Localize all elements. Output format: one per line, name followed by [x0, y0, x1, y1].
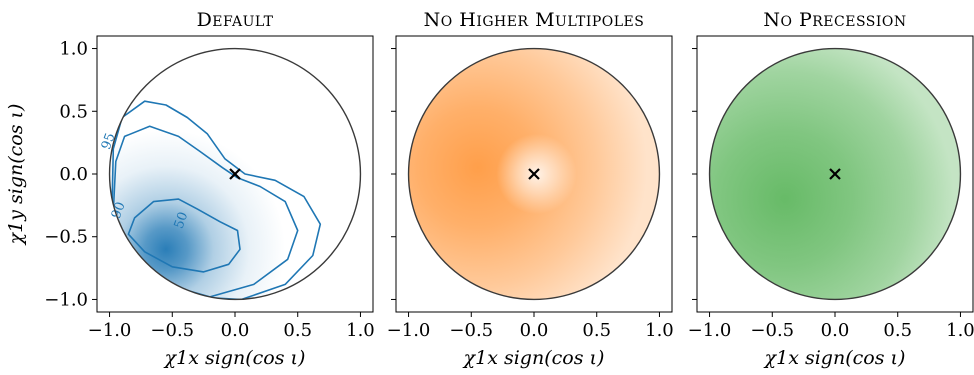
x-tick-label: 0.0 [221, 320, 250, 341]
x-axis-label: χ1x sign(cos ι) [763, 347, 906, 369]
x-tick-label: −0.5 [750, 320, 794, 341]
x-tick-label: −1.0 [387, 320, 431, 341]
y-tick-label: 0.5 [59, 101, 88, 122]
x-tick-label: −1.0 [688, 320, 732, 341]
y-tick-label: −1.0 [44, 289, 88, 310]
panel-title: NO PRECESSION [763, 9, 906, 31]
contour-label-95: 95 [99, 131, 119, 152]
x-tick-label: 1.0 [346, 320, 375, 341]
injection-marker [229, 168, 241, 180]
unit-circle [708, 47, 962, 301]
y-tick-label: 1.0 [59, 39, 88, 60]
unit-circle [407, 47, 661, 301]
contour-label-50: 50 [172, 210, 192, 231]
x-axis-label: χ1x sign(cos ι) [462, 347, 605, 369]
y-axis-label: χ1y sign(cos ι) [5, 104, 27, 247]
contour-50 [127, 198, 241, 273]
panel-3: −1.0 −0.5 0.0 0.5 1.0 NO PRECESSION χ1x sign(c… [688, 9, 974, 369]
y-tick-label: −0.5 [44, 227, 88, 248]
x-tick-label: 1.0 [946, 320, 974, 341]
x-axis-label: χ1x sign(cos ι) [163, 347, 306, 369]
injection-marker [829, 168, 841, 180]
x-tick-label: 0.0 [520, 320, 549, 341]
unit-circle [108, 47, 362, 301]
x-tick-label: 1.0 [645, 320, 674, 341]
x-tick-label: 0.5 [582, 320, 611, 341]
x-tick-label: 0.5 [283, 320, 312, 341]
panel-title: DEFAULT [197, 9, 274, 31]
panel-2: −1.0 −0.5 0.0 0.5 1.0 NO HIGHER MULTIPOLES χ1x… [387, 9, 674, 369]
x-tick-label: 0.0 [821, 320, 850, 341]
panel-title: NO HIGHER MULTIPOLES [424, 9, 645, 31]
x-tick-label: 0.5 [883, 320, 912, 341]
injection-marker [528, 168, 540, 180]
x-tick-label: −0.5 [150, 320, 194, 341]
y-tick-label: 0.0 [59, 164, 88, 185]
density-centre [496, 133, 577, 215]
x-tick-label: −1.0 [88, 320, 132, 341]
x-tick-label: −0.5 [449, 320, 493, 341]
